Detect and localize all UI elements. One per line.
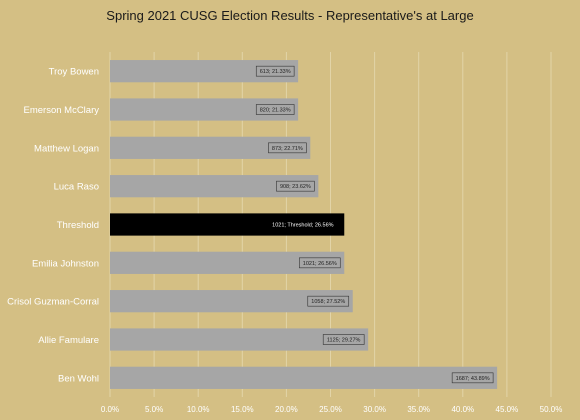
data-label-box <box>322 334 365 345</box>
x-tick-label: 0.0% <box>101 405 119 414</box>
category-label: Threshold <box>57 220 99 231</box>
data-label-box <box>307 295 350 307</box>
x-tick-label: 10.0% <box>187 405 210 414</box>
x-tick-label: 30.0% <box>363 405 386 414</box>
x-tick-label: 35.0% <box>407 405 430 414</box>
bar <box>110 175 319 198</box>
category-label: Emilia Johnston <box>32 258 99 269</box>
data-label-box <box>276 180 315 192</box>
category-label: Allie Famulare <box>38 335 99 346</box>
x-axis-ticks: 0.0% 5.0% 10.0% 15.0% 20.0% 25.0% 30.0% 35.0% 40… <box>101 405 562 414</box>
data-label-box <box>268 142 307 154</box>
category-labels: Troy Bowen Emerson McClary Matthew Logan Lu… <box>7 67 99 385</box>
data-label: 1058; 27.52% <box>311 299 345 305</box>
threshold-bar <box>110 213 345 236</box>
bar <box>110 98 299 121</box>
bar <box>110 60 299 83</box>
category-label: Crisol Guzman-Corral <box>7 297 99 308</box>
x-tick-label: 15.0% <box>231 405 254 414</box>
x-tick-label: 50.0% <box>540 405 563 414</box>
bars: 613; 21.33% 820; 21.33% 873; 22.71% 908; 23… <box>110 60 498 389</box>
data-label: 1021; 26.56% <box>303 261 337 267</box>
category-label: Troy Bowen <box>49 67 99 78</box>
x-tick-label: 5.0% <box>145 405 163 414</box>
bar <box>110 328 369 351</box>
category-label: Matthew Logan <box>34 143 99 154</box>
data-label-box <box>255 104 295 115</box>
bar <box>110 366 498 389</box>
x-tick-label: 20.0% <box>275 405 298 414</box>
data-label: 908; 23.62% <box>280 184 311 190</box>
data-label: 820; 21.33% <box>260 108 291 114</box>
data-label-box <box>298 257 341 269</box>
bar <box>110 251 345 274</box>
category-label: Emerson McClary <box>24 105 100 116</box>
x-tick-label: 40.0% <box>451 405 474 414</box>
x-tick-label: 45.0% <box>496 405 519 414</box>
data-label: 613; 21.33% <box>260 69 291 75</box>
data-label: 1125; 29.27% <box>327 338 361 344</box>
chart-title: Spring 2021 CUSG Election Results - Repr… <box>106 8 473 23</box>
bar <box>110 290 353 313</box>
category-label: Ben Wohl <box>58 373 99 384</box>
data-label-box <box>255 65 295 77</box>
category-label: Luca Raso <box>54 182 99 193</box>
data-label: 1687; 43.89% <box>456 376 490 382</box>
bar <box>110 136 311 159</box>
data-label: 1021; Threshold; 26.56% <box>272 223 333 229</box>
x-tick-label: 25.0% <box>319 405 342 414</box>
data-label: 873; 22.71% <box>272 146 303 152</box>
data-label-box <box>451 372 494 384</box>
